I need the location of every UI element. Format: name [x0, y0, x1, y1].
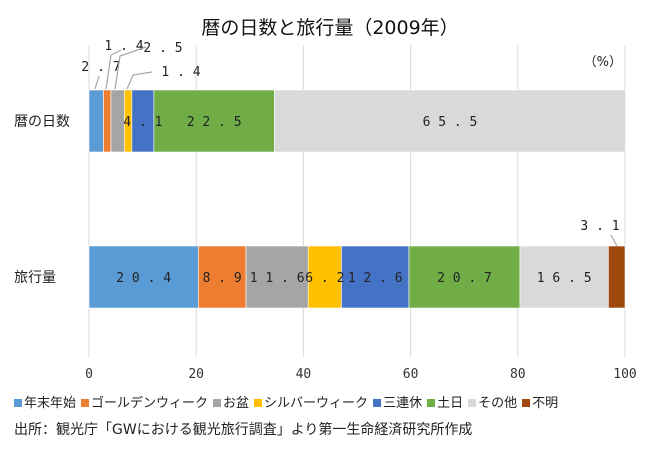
- x-tick-label: 40: [296, 367, 312, 382]
- data-label: 2 . 5: [143, 41, 182, 56]
- legend-item: お盆: [213, 392, 249, 411]
- bar-segments: [88, 89, 626, 309]
- data-label: 6 5 . 5: [423, 115, 478, 130]
- legend-label: 三連休: [383, 396, 423, 411]
- leader-line: [105, 49, 122, 90]
- bar-segment: [103, 89, 112, 153]
- legend-label: 年末年始: [24, 396, 77, 411]
- legend-label: 土日: [437, 396, 464, 411]
- legend-item: 不明: [522, 392, 558, 411]
- legend-label: 不明: [532, 396, 559, 411]
- legend-item: 土日: [427, 392, 463, 411]
- legend-swatch: [254, 399, 263, 407]
- bar-segment: [198, 245, 247, 309]
- category-label: 旅行量: [14, 270, 56, 286]
- x-tick-label: 100: [613, 367, 636, 382]
- bar-segment: [341, 245, 410, 309]
- leader-line: [94, 75, 100, 90]
- leader-line: [114, 46, 147, 90]
- bar-segment: [88, 89, 104, 153]
- legend-swatch: [522, 399, 531, 407]
- legend-item: シルバーウィーク: [254, 392, 368, 411]
- bar-segment: [608, 245, 626, 309]
- legend-label: その他: [478, 396, 518, 411]
- legend-swatch: [373, 399, 382, 407]
- legend-label: お盆: [223, 396, 250, 411]
- data-label: 2 0 . 4: [116, 271, 171, 286]
- data-label: 1 6 . 5: [537, 271, 592, 286]
- legend-label: シルバーウィーク: [264, 396, 369, 411]
- data-label: 1 1 . 6: [250, 271, 305, 286]
- unit-label: （%）: [584, 55, 622, 70]
- legend-swatch: [81, 399, 90, 407]
- bar-segment: [408, 245, 521, 309]
- legend-item: 三連休: [373, 392, 422, 411]
- x-tick-label: 20: [188, 367, 204, 382]
- category-label: 暦の日数: [14, 114, 70, 130]
- data-label: 3 . 1: [580, 219, 619, 234]
- source-note: 出所：観光庁「GWにおける観光旅行調査」より第一生命経済研究所作成: [14, 422, 473, 438]
- leader-line: [126, 71, 153, 90]
- legend-label: ゴールデンウィーク: [91, 396, 209, 411]
- bar-segment: [274, 89, 626, 153]
- legend-swatch: [468, 399, 477, 407]
- legend-item: 年末年始: [14, 392, 76, 411]
- x-tick-label: 80: [510, 367, 526, 382]
- data-label: 6 . 2: [305, 271, 344, 286]
- data-label: 1 2 . 6: [348, 271, 403, 286]
- data-label: 2 0 . 7: [437, 271, 492, 286]
- data-label: 4 . 1: [123, 115, 162, 130]
- x-tick-label: 0: [85, 367, 93, 382]
- bar-segment: [245, 245, 309, 309]
- x-tick-label: 60: [403, 367, 419, 382]
- data-label: 2 2 . 5: [187, 115, 242, 130]
- legend-swatch: [427, 399, 436, 407]
- bar-segment: [307, 245, 342, 309]
- legend-item: ゴールデンウィーク: [81, 392, 208, 411]
- legend-swatch: [213, 399, 222, 407]
- data-label: 2 . 7: [81, 60, 120, 75]
- data-label: 1 . 4: [161, 65, 200, 80]
- legend: 年末年始 ゴールデンウィーク お盆 シルバーウィーク 三連休 土日 その他 不明: [14, 392, 654, 411]
- leader-line: [610, 234, 618, 247]
- chart-title: 暦の日数と旅行量（2009年）: [201, 17, 458, 39]
- legend-swatch: [14, 399, 22, 407]
- legend-item: その他: [468, 392, 517, 411]
- data-label: 1 . 4: [104, 39, 143, 54]
- bar-segment: [519, 245, 609, 309]
- data-label: 8 . 9: [203, 271, 242, 286]
